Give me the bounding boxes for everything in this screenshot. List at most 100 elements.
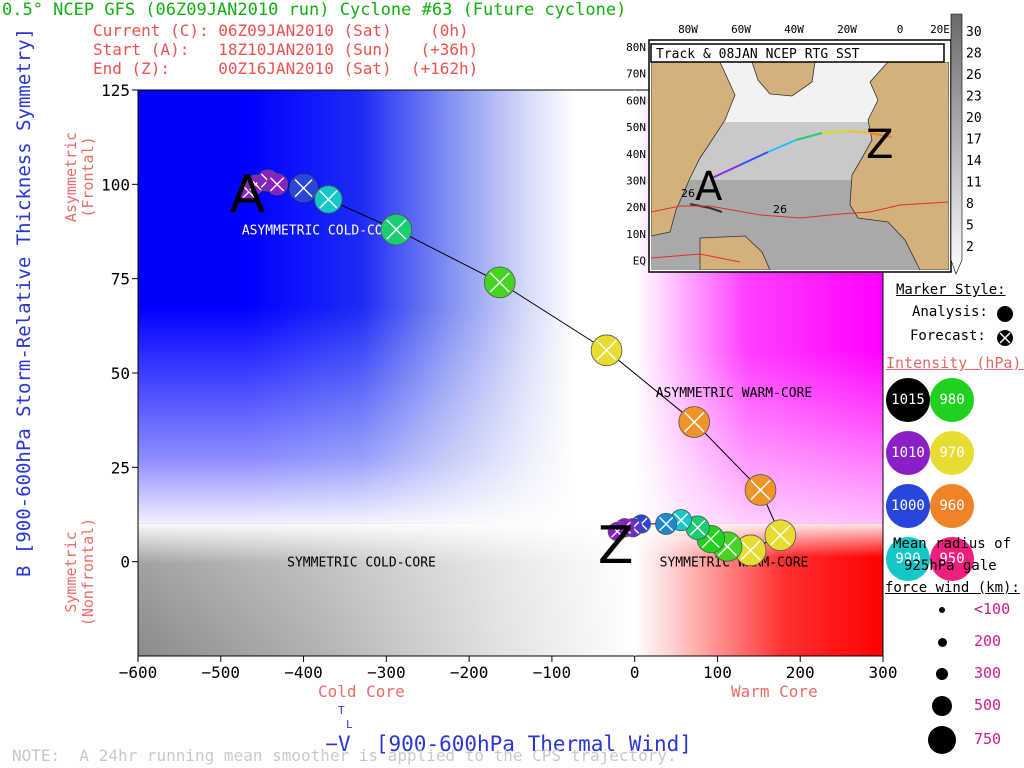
- track-point-cross: [740, 540, 761, 561]
- colorbar-tick-label: 14: [966, 154, 982, 169]
- quadrant-label: ASYMMETRIC WARM-CORE: [656, 386, 813, 401]
- inset-lat-label: 40N: [626, 148, 646, 161]
- colorbar-tick-label: 11: [966, 176, 982, 191]
- inset-track-segment: [821, 130, 849, 134]
- intensity-bubble-1015: 1015: [886, 378, 930, 422]
- chart-axes: −600 −500 −400 −300 −200 −100 0 100 200 300 0 25 50 7…: [101, 81, 897, 682]
- quadrant-labels: ASYMMETRIC COLD-CORE ASYMMETRIC WARM-CORE…: [242, 224, 812, 571]
- radius-label: 300: [974, 664, 1002, 682]
- y-tick-label: 100: [101, 175, 130, 194]
- quadrant-label: SYMMETRIC COLD-CORE: [287, 556, 436, 571]
- x-axis-label-superscript: T: [338, 704, 345, 717]
- inset-sst-contour: [651, 201, 949, 219]
- inset-greenland: [751, 62, 816, 97]
- inset-map: Track & 08JAN NCEP RTG SST 80W 60W 40W 20W 0…: [626, 23, 952, 273]
- inset-title-box: [650, 43, 945, 63]
- inset-track-segment: [795, 132, 823, 141]
- track-point-cross: [489, 272, 510, 293]
- track-point-cross: [596, 340, 617, 361]
- inset-track-segment: [739, 151, 769, 166]
- smoothing-note: NOTE: A 24hr running mean smoother is ap…: [12, 746, 677, 765]
- inset-lat-label: 80N: [626, 41, 646, 54]
- inset-south-america: [699, 235, 771, 270]
- inset-caribbean: [689, 203, 723, 213]
- inset-contour-label-1: 26: [681, 187, 695, 200]
- track-point-cross: [701, 530, 720, 549]
- bg-asym-cold-fade: [138, 90, 635, 524]
- inset-marker-a: A: [695, 164, 723, 210]
- inset-lat-label: 60N: [626, 94, 646, 107]
- inset-lat-label: EQ: [633, 255, 646, 268]
- colorbar-tick-label: 8: [966, 197, 974, 212]
- inset-track: [711, 130, 893, 179]
- radius-dot: [937, 637, 947, 647]
- x-tick-label: −600: [119, 663, 158, 682]
- inset-track-segment: [711, 164, 741, 179]
- intensity-bubble-950: 950: [930, 537, 974, 581]
- colorbar-tick-label: 23: [966, 90, 982, 105]
- intensity-bubble-970: 970: [930, 431, 974, 475]
- radius-label: 500: [974, 696, 1002, 714]
- track-point-cross: [689, 519, 706, 536]
- bg-sym-cold-fade: [138, 523, 635, 656]
- inset-lon-label: 20E: [930, 23, 950, 36]
- inset-track-segment: [847, 130, 871, 134]
- x-tick-label: −400: [284, 663, 323, 682]
- x-tick-label: 0: [630, 663, 640, 682]
- colorbar-tick-label: 2: [966, 240, 974, 255]
- inset-lat-label: 30N: [626, 175, 646, 188]
- start-time-label: Start (A): 18Z10JAN2010 (Sun) (+36h): [93, 40, 479, 59]
- inset-lon-label: 40W: [784, 23, 804, 36]
- cyclone-track: AZ: [229, 165, 797, 576]
- quadrant-label: SYMMETRIC WARM-CORE: [660, 556, 809, 571]
- intensity-bubble-980: 980: [930, 378, 974, 422]
- radius-dot: [936, 668, 948, 680]
- analysis-label: Analysis:: [912, 304, 988, 320]
- legend-panel: Marker Style: Analysis: Forecast: Intens…: [884, 282, 1024, 762]
- inset-labels: 80W 60W 40W 20W 0 20E 80N 70N 60N 50N 40N 30N 20N 10N…: [626, 23, 950, 268]
- track-point-cross: [269, 177, 285, 192]
- track-point-cross: [386, 219, 407, 240]
- analysis-marker-icon: [997, 306, 1013, 322]
- inset-lon-label: 60W: [731, 23, 751, 36]
- inset-lon-label: 0: [897, 23, 904, 36]
- y-tick-label: 25: [111, 458, 130, 477]
- track-point-cross: [319, 190, 338, 209]
- end-time-label: End (Z): 00Z16JAN2010 (Sat) (+162h): [93, 59, 479, 78]
- chart-background: [138, 90, 883, 656]
- endpoint-label-a: A: [229, 165, 265, 225]
- inset-lat-label: 50N: [626, 121, 646, 134]
- colorbar-strip: [950, 13, 963, 275]
- intensity-bubble-1000: 1000: [886, 484, 930, 528]
- colorbar-tick-label: 30: [966, 25, 982, 40]
- track-point-cross: [659, 516, 674, 532]
- radius-dot: [932, 696, 952, 716]
- y-tick-label: 50: [111, 364, 130, 383]
- track-point-cross: [770, 525, 791, 546]
- intensity-bubble-990: 990: [886, 537, 930, 581]
- inset-contour-label-2: 26: [773, 203, 787, 216]
- radius-title-2: 925hPa gale: [904, 558, 997, 574]
- inset-lon-label: 80W: [678, 23, 698, 36]
- colorbar-tick-label: 5: [966, 219, 974, 234]
- intensity-bubble-1010: 1010: [886, 431, 930, 475]
- chart-title: 0.5° NCEP GFS (06Z09JAN2010 run) Cyclone…: [2, 0, 627, 20]
- x-axis-label: −V [900-600hPa Thermal Wind]: [300, 708, 692, 756]
- quadrant-label: ASYMMETRIC COLD-CORE: [242, 224, 399, 239]
- inset-marker-z: Z: [866, 122, 893, 168]
- inset-title: Track & 08JAN NCEP RTG SST: [656, 47, 860, 62]
- inset-lat-label: 10N: [626, 228, 646, 241]
- track-point-cross: [717, 537, 737, 557]
- radius-label: <100: [974, 600, 1011, 618]
- x-axis-label-subscript: L: [346, 718, 353, 731]
- inset-north-america: [651, 62, 736, 237]
- colorbar-tick-label: 17: [966, 133, 982, 148]
- inset-europe-africa: [849, 62, 949, 270]
- track-point-cross: [611, 525, 624, 538]
- intensity-title: Intensity (hPa):: [886, 354, 1024, 372]
- marker-style-title: Marker Style:: [896, 282, 1006, 298]
- inset-track-segment: [767, 139, 797, 153]
- x-tick-label: −500: [202, 663, 241, 682]
- inset-track-segment: [869, 132, 893, 138]
- radius-dot: [939, 607, 945, 613]
